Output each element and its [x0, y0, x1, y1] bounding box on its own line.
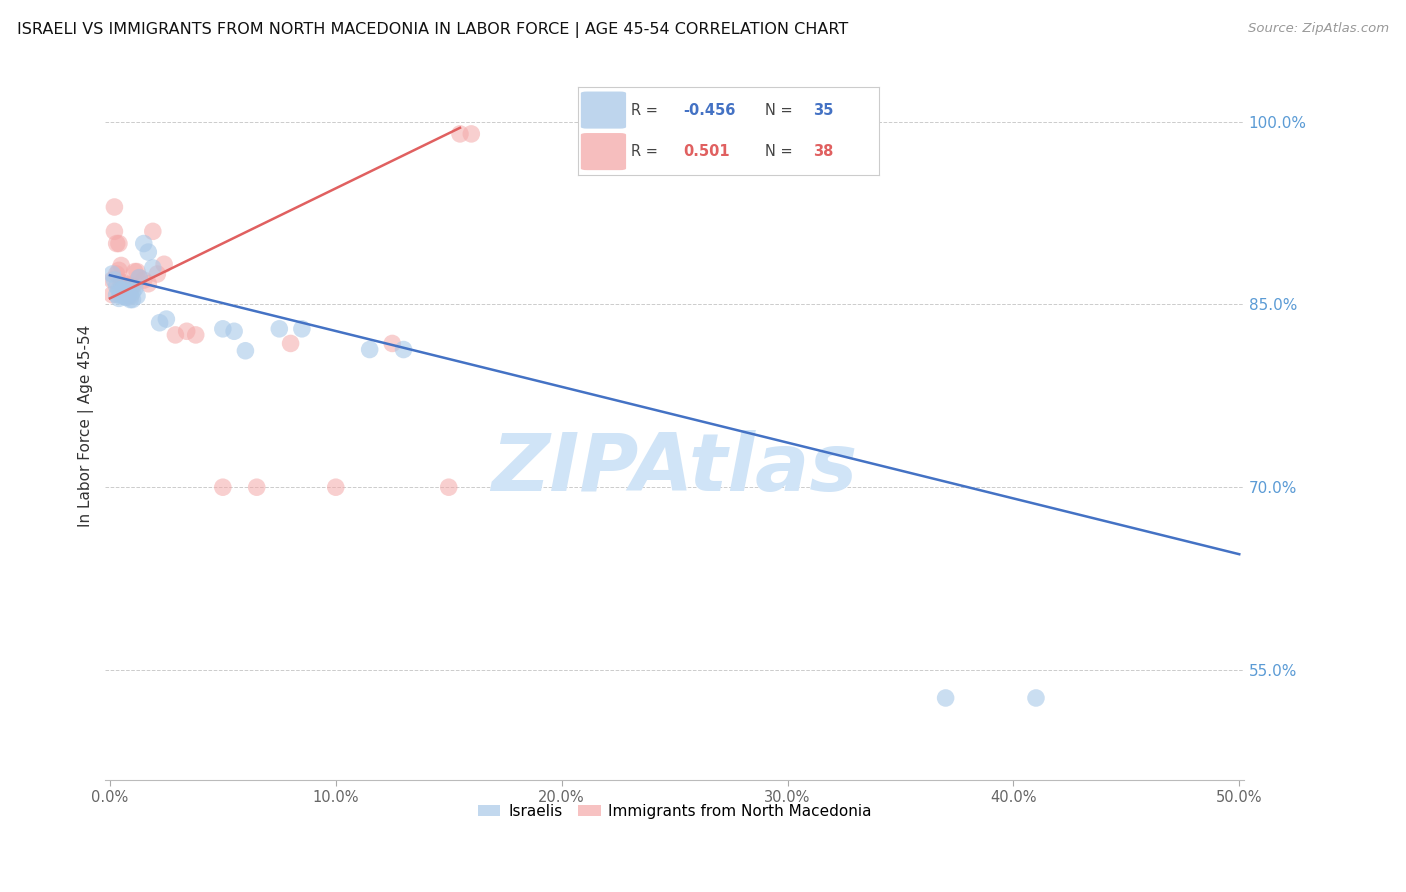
Point	[359, 343, 381, 357]
Point	[142, 260, 165, 275]
Point	[120, 293, 142, 307]
Point	[291, 322, 314, 336]
Point	[392, 343, 415, 357]
Point	[121, 279, 143, 293]
Point	[108, 236, 131, 251]
Point	[136, 277, 159, 291]
Point	[110, 289, 132, 303]
Y-axis label: In Labor Force | Age 45-54: In Labor Force | Age 45-54	[79, 326, 94, 527]
Point	[105, 236, 128, 251]
Point	[103, 224, 125, 238]
Point	[125, 289, 148, 303]
Point	[103, 200, 125, 214]
Point	[101, 273, 124, 287]
Point	[935, 690, 957, 705]
Point	[120, 282, 142, 296]
Text: ISRAELI VS IMMIGRANTS FROM NORTH MACEDONIA IN LABOR FORCE | AGE 45-54 CORRELATIO: ISRAELI VS IMMIGRANTS FROM NORTH MACEDON…	[17, 22, 848, 38]
Point	[105, 279, 128, 293]
Point	[269, 322, 291, 336]
Point	[381, 336, 404, 351]
Point	[110, 276, 132, 290]
Point	[460, 127, 482, 141]
Point	[105, 267, 128, 281]
Point	[110, 283, 132, 297]
Point	[121, 285, 143, 300]
Point	[153, 257, 176, 271]
Point	[449, 127, 471, 141]
Point	[132, 236, 155, 251]
Point	[114, 279, 136, 293]
Point	[325, 480, 347, 494]
Point	[101, 287, 124, 301]
Point	[437, 480, 460, 494]
Point	[120, 289, 142, 303]
Point	[125, 264, 148, 278]
Point	[124, 264, 146, 278]
Point	[224, 324, 246, 338]
Point	[128, 270, 150, 285]
Point	[108, 291, 131, 305]
Point	[114, 285, 136, 300]
Point	[235, 343, 257, 358]
Point	[114, 290, 136, 304]
Legend: Israelis, Immigrants from North Macedonia: Israelis, Immigrants from North Macedoni…	[471, 797, 877, 825]
Point	[136, 245, 159, 260]
Point	[117, 277, 139, 292]
Point	[146, 267, 169, 281]
Point	[176, 324, 198, 338]
Point	[117, 289, 139, 303]
Point	[108, 263, 131, 277]
Point	[149, 316, 172, 330]
Point	[112, 282, 135, 296]
Point	[108, 283, 131, 297]
Point	[211, 480, 233, 494]
Point	[142, 224, 165, 238]
Point	[101, 267, 124, 281]
Point	[112, 282, 135, 296]
Point	[112, 289, 135, 303]
Point	[121, 293, 143, 307]
Point	[155, 312, 177, 326]
Point	[112, 276, 135, 290]
Text: ZIPAtlas: ZIPAtlas	[492, 430, 858, 508]
Point	[211, 322, 233, 336]
Point	[114, 283, 136, 297]
Point	[184, 327, 207, 342]
Text: Source: ZipAtlas.com: Source: ZipAtlas.com	[1249, 22, 1389, 36]
Point	[117, 283, 139, 297]
Point	[280, 336, 302, 351]
Point	[117, 290, 139, 304]
Point	[165, 327, 187, 342]
Point	[128, 270, 150, 285]
Point	[110, 259, 132, 273]
Point	[120, 285, 142, 300]
Point	[124, 282, 146, 296]
Point	[103, 273, 125, 287]
Point	[1025, 690, 1047, 705]
Point	[246, 480, 269, 494]
Point	[132, 273, 155, 287]
Point	[105, 287, 128, 301]
